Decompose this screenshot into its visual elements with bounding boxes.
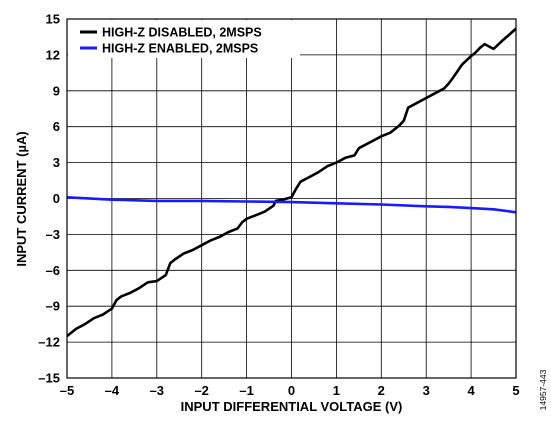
series-layer	[66, 27, 517, 338]
y-axis-title: INPUT CURRENT (µA)	[14, 131, 29, 266]
legend-background	[68, 20, 300, 58]
y-tick-label: 3	[53, 155, 60, 170]
y-tick-label: 9	[53, 83, 60, 98]
y-tick-label: 6	[53, 119, 60, 134]
x-tick-label: 4	[467, 383, 475, 398]
y-tick-label: –9	[46, 299, 60, 314]
legend-label-enabled: HIGH-Z ENABLED, 2MSPS	[102, 42, 258, 56]
x-axis-title: INPUT DIFFERENTIAL VOLTAGE (V)	[181, 399, 403, 414]
legend: HIGH-Z DISABLED, 2MSPS HIGH-Z ENABLED, 2…	[68, 20, 300, 58]
series-line-high-z-enabled	[66, 196, 517, 214]
y-tick-label: 0	[53, 191, 60, 206]
x-tick-label: 0	[288, 383, 295, 398]
x-tick-label: –3	[150, 383, 164, 398]
y-tick-label: –15	[38, 371, 60, 386]
x-tick-label: –5	[60, 383, 74, 398]
y-tick-label: –6	[46, 263, 60, 278]
x-tick-label: –2	[194, 383, 208, 398]
y-tick-label: –3	[46, 227, 60, 242]
x-tick-label: 2	[378, 383, 385, 398]
y-tick-label: –12	[38, 335, 60, 350]
y-tick-label: 12	[46, 47, 60, 62]
legend-label-disabled: HIGH-Z DISABLED, 2MSPS	[102, 26, 262, 40]
plot-frame	[66, 18, 517, 379]
x-tick-label: –4	[105, 383, 120, 398]
x-tick-label: 5	[512, 383, 519, 398]
series-line-high-z-disabled	[66, 27, 517, 338]
figure-id: 14957-443	[538, 369, 548, 410]
x-tick-label: 3	[423, 383, 430, 398]
y-tick-label: 15	[46, 12, 60, 27]
x-tick-label: –1	[239, 383, 253, 398]
x-tick-label: 1	[333, 383, 340, 398]
